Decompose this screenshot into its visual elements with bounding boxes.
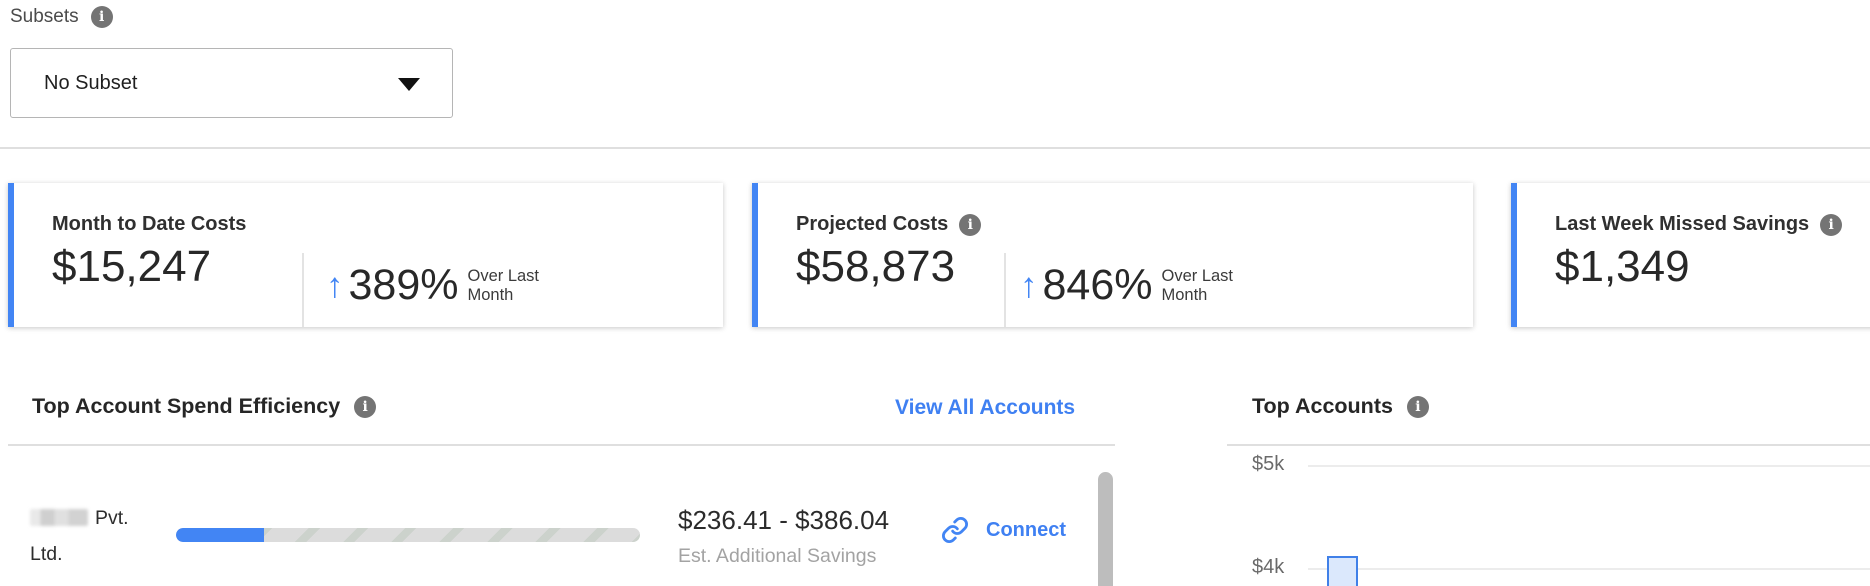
section-title-spend-efficiency: Top Account Spend Efficiency i: [32, 394, 377, 419]
view-all-accounts-link[interactable]: View All Accounts: [895, 396, 1076, 419]
subsets-info-icon[interactable]: i: [90, 6, 113, 28]
section-title-top-accounts: Top Accounts i: [1252, 394, 1429, 419]
card-divider: [302, 253, 304, 327]
connect-button[interactable]: Connect: [986, 519, 1066, 541]
card-projected-costs: Projected Costs i $58,873 ↑ 846% Over La…: [752, 183, 1473, 327]
vertical-scrollbar-thumb[interactable]: [1098, 472, 1113, 586]
card-value: $58,873: [796, 242, 956, 291]
delta-value: 846%: [1042, 261, 1153, 309]
card-title-text: Last Week Missed Savings: [1555, 213, 1810, 235]
delta-value: 389%: [348, 261, 459, 309]
card-title: Last Week Missed Savings i: [1555, 213, 1843, 236]
gridline-4k: [1308, 568, 1870, 570]
top-accounts-bar[interactable]: [1327, 556, 1358, 586]
up-arrow-icon: ↑: [1020, 265, 1038, 305]
horizontal-divider: [1227, 444, 1870, 446]
horizontal-divider: [0, 147, 1870, 149]
subset-dropdown[interactable]: No Subset: [10, 48, 453, 118]
savings-caption: Est. Additional Savings: [678, 545, 877, 567]
card-delta: ↑ 846% Over Last Month: [1020, 261, 1247, 310]
card-title-text: Month to Date Costs: [52, 213, 247, 235]
efficiency-progress-track: [176, 528, 640, 542]
subsets-label: Subsets: [10, 6, 79, 27]
y-axis-tick-5k: $5k: [1252, 453, 1285, 475]
card-last-week-missed-savings: Last Week Missed Savings i $1,349: [1511, 183, 1870, 327]
section-title-text: Top Account Spend Efficiency: [32, 394, 341, 418]
section-title-text: Top Accounts: [1252, 394, 1393, 418]
card-value: $1,349: [1555, 242, 1690, 291]
y-axis-tick-4k: $4k: [1252, 556, 1285, 578]
top-accounts-info-icon[interactable]: i: [1406, 395, 1429, 418]
savings-range: $236.41 - $386.04: [678, 505, 890, 535]
card-title-text: Projected Costs: [796, 213, 949, 235]
card-title: Month to Date Costs: [52, 213, 246, 236]
subset-dropdown-value: No Subset: [44, 71, 138, 94]
gridline-5k: [1308, 465, 1870, 467]
card-title: Projected Costs i: [796, 213, 982, 236]
delta-note: Over Last Month: [467, 266, 540, 304]
chevron-down-icon: [398, 78, 420, 91]
projected-costs-info-icon[interactable]: i: [959, 213, 982, 236]
subsets-header: Subsets i: [10, 6, 113, 28]
card-value: $15,247: [52, 242, 212, 291]
delta-note: Over Last Month: [1161, 266, 1234, 304]
card-month-to-date-costs: Month to Date Costs $15,247 ↑ 389% Over …: [8, 183, 723, 327]
horizontal-divider: [8, 444, 1115, 446]
account-name-visible: Pvt. Ltd.: [30, 507, 129, 565]
up-arrow-icon: ↑: [326, 265, 344, 305]
connect-link-icon[interactable]: [941, 516, 969, 544]
efficiency-progress-fill: [176, 528, 265, 542]
missed-savings-info-icon[interactable]: i: [1820, 213, 1843, 236]
account-name: Pvt. Ltd.: [30, 500, 150, 572]
card-divider: [1004, 253, 1006, 327]
spend-efficiency-info-icon[interactable]: i: [354, 395, 377, 418]
redacted-account-name: [30, 509, 88, 526]
card-delta: ↑ 389% Over Last Month: [326, 261, 553, 310]
